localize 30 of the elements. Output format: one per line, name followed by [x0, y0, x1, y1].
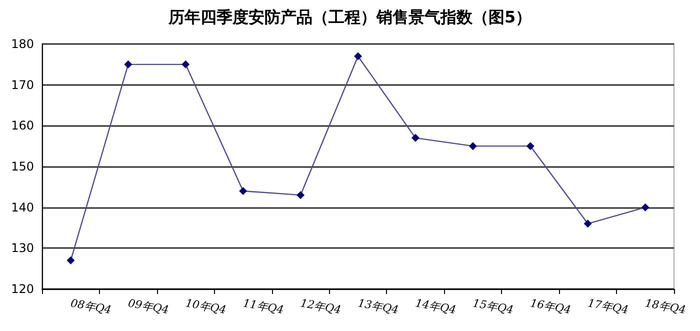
y-tick-label: 150 — [11, 160, 34, 174]
point — [411, 134, 420, 142]
x-tick-label: 10年Q4 — [184, 296, 228, 317]
point — [526, 142, 534, 150]
point — [239, 187, 248, 195]
point — [584, 220, 592, 228]
x-tick-label: 11年Q4 — [242, 296, 285, 317]
y-tick-label: 130 — [11, 241, 34, 256]
point — [182, 60, 190, 68]
x-tick-label: 12年Q4 — [299, 296, 342, 317]
point — [66, 256, 75, 264]
x-tick-label: 17年Q4 — [586, 296, 630, 317]
x-tick-label: 09年Q4 — [127, 296, 170, 317]
point — [641, 203, 650, 212]
y-tick-label: 180 — [11, 37, 34, 51]
y-tick-label: 170 — [11, 78, 34, 92]
point — [468, 142, 477, 150]
x-tick-label: 13年Q4 — [356, 296, 400, 317]
point — [354, 52, 362, 60]
y-tick-label: 160 — [11, 118, 34, 133]
point — [296, 191, 305, 200]
point — [124, 60, 132, 68]
chart-title: 历年四季度安防产品（工程）销售景气指数（图5） — [167, 8, 532, 26]
x-tick-label: 14年Q4 — [414, 296, 457, 317]
y-tick-label: 140 — [11, 200, 34, 214]
x-tick-label: 18年Q4 — [644, 296, 687, 317]
y-tick-label: 120 — [11, 282, 34, 296]
x-tick-label: 15年Q4 — [472, 296, 514, 317]
x-tick-label: 16年Q4 — [529, 296, 572, 317]
x-tick-label: 08年Q4 — [70, 296, 112, 317]
